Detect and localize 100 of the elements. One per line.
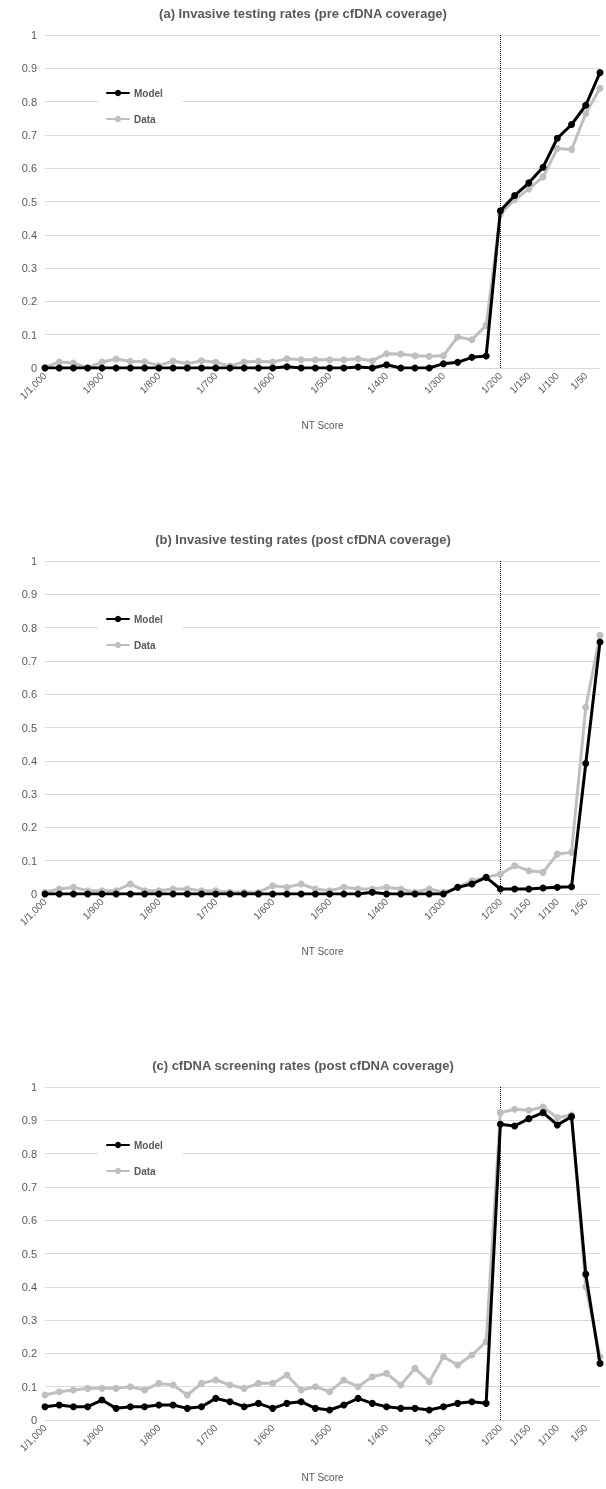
point [311,1383,319,1391]
point [553,850,561,858]
legend-label: Data [134,113,157,125]
point [568,121,576,129]
point [141,358,149,366]
point [69,1386,77,1394]
point [354,355,362,363]
point [55,890,63,898]
point [383,1369,391,1377]
y-tick-label: 0.8 [21,1147,37,1160]
point [283,363,291,371]
point [183,890,191,898]
point [596,1359,604,1367]
legend-label: Data [134,1165,157,1177]
point [297,356,305,364]
point [454,1399,462,1407]
x-axis-title: NT Score [301,945,344,957]
point [397,350,405,358]
point [126,1383,134,1391]
point [311,364,319,372]
point [269,1379,277,1387]
point [411,1364,419,1372]
point [354,1394,362,1402]
point [340,356,348,364]
point [539,868,547,876]
y-tick-label: 0.3 [21,262,37,275]
legend-label: Model [134,87,164,99]
point [340,883,348,891]
point [69,883,77,891]
point [425,890,433,898]
point [553,1121,561,1129]
point [198,1379,206,1387]
point [496,885,504,893]
x-axis-title: NT Score [301,1471,344,1483]
point [240,1403,248,1411]
point [582,703,590,711]
point [354,1383,362,1391]
point [596,84,604,92]
point [468,353,476,361]
point [55,1401,63,1409]
y-tick-label: 0.6 [21,162,37,175]
point [539,173,547,181]
point [539,163,547,171]
point [582,110,590,118]
point [582,101,590,109]
point [112,1404,120,1412]
y-tick-label: 0.1 [21,328,37,341]
point [525,867,533,875]
y-tick-label: 0.6 [21,1214,37,1227]
y-tick-label: 0 [30,888,37,900]
point [126,890,134,898]
y-tick-label: 0.5 [21,195,37,208]
y-tick-label: 0.2 [21,821,37,834]
point [439,352,447,360]
y-tick-label: 0.5 [21,721,37,734]
point [383,361,391,369]
point [84,1384,92,1392]
point [240,1384,248,1392]
point [311,1404,319,1412]
point [468,336,476,344]
point [596,69,604,77]
point [525,1115,533,1123]
point [468,1398,476,1406]
point [383,890,391,898]
y-tick-label: 0.5 [21,1247,37,1260]
point [425,1378,433,1386]
point [141,1403,149,1411]
point [553,1114,561,1122]
point [425,1406,433,1414]
y-tick-label: 0.9 [21,62,37,75]
point [126,1403,134,1411]
point [183,364,191,372]
point [411,352,419,360]
y-tick-label: 0.2 [21,1347,37,1360]
point [425,352,433,360]
point [425,364,433,372]
point [269,1404,277,1412]
point [496,1109,504,1117]
point [568,146,576,154]
point [383,1403,391,1411]
point [454,333,462,341]
point [553,134,561,142]
y-tick-label: 0.6 [21,688,37,701]
y-tick-label: 0 [30,1414,37,1426]
point [283,883,291,891]
chart-title: (a) Invasive testing rates (pre cfDNA coverage) [159,6,447,21]
point [69,1403,77,1411]
point [112,1384,120,1392]
y-tick-label: 0.3 [21,788,37,801]
point [126,880,134,888]
y-tick-label: 0.2 [21,295,37,308]
point [511,1122,519,1130]
y-tick-label: 0.9 [21,588,37,601]
point [183,1404,191,1412]
point [511,192,519,199]
x-tick-label: 1/50 [568,369,590,392]
point [326,364,334,372]
point [511,862,519,870]
point [41,1403,49,1411]
point [311,356,319,364]
